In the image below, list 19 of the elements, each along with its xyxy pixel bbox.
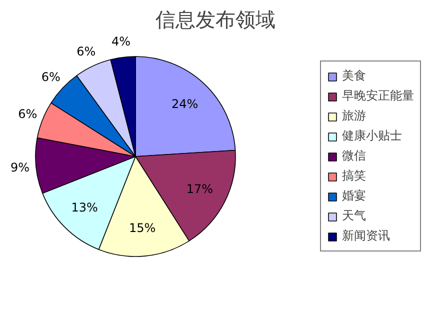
data-label: 4%	[111, 34, 130, 48]
data-label: 9%	[10, 160, 30, 174]
legend-label: 美食	[342, 68, 366, 84]
legend-label: 天气	[342, 208, 366, 224]
legend-label: 健康小贴士	[342, 128, 402, 144]
chart-title: 信息发布领域	[156, 8, 276, 32]
data-label: 15%	[128, 221, 156, 236]
legend-label: 微信	[342, 148, 366, 164]
data-label: 13%	[71, 200, 98, 214]
legend-label: 旅游	[342, 108, 366, 124]
data-label: 6%	[41, 70, 60, 84]
data-label: 6%	[18, 106, 38, 121]
data-label: 24%	[171, 97, 198, 112]
legend-label: 搞笑	[342, 168, 366, 184]
legend-label: 早晚安正能量	[342, 88, 414, 104]
legend-label: 婚宴	[342, 188, 366, 204]
legend-label: 新闻资讯	[342, 228, 390, 244]
data-label: 17%	[186, 182, 213, 196]
data-label: 6%	[76, 44, 96, 59]
